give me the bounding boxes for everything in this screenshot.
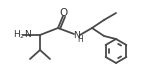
Text: O: O bbox=[60, 8, 68, 18]
Text: H$_2$N: H$_2$N bbox=[13, 29, 32, 41]
Text: H: H bbox=[77, 35, 83, 45]
Text: N: N bbox=[73, 32, 79, 41]
